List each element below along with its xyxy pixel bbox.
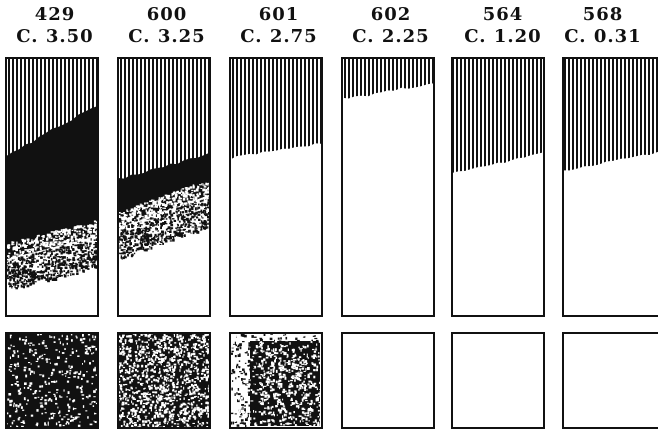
lower-box-outline [451,332,545,429]
column-number: 564 [482,4,524,25]
column-number: 568 [582,4,624,25]
column-code: C. 2.25 [352,26,430,47]
lower-box-568 [562,332,658,429]
striped-supernatant [118,58,210,179]
lower-box-602 [341,332,435,429]
tube-600 [117,57,211,317]
lower-box-429 [5,332,99,429]
lower-box-outline [229,332,323,429]
column-label-568: 568 C. 0.31 [548,4,658,48]
tube-429 [5,57,99,317]
column-number: 601 [258,4,300,25]
column-label-602: 602 C. 2.25 [336,4,446,48]
tube-568 [562,57,658,317]
column-label-429: 429 C. 3.50 [0,4,110,48]
lower-box-outline [341,332,435,429]
lower-box-outline [562,332,658,429]
lower-box-600 [117,332,211,429]
sediment-speckle-fringe [118,179,210,260]
tube-outline [562,57,658,317]
tube-601 [229,57,323,317]
column-label-600: 600 C. 3.25 [112,4,222,48]
column-code: C. 1.20 [464,26,542,47]
lower-box-601 [229,332,323,429]
tube-outline [451,57,545,317]
tube-outline [5,57,99,317]
tube-602 [341,57,435,317]
tube-outline [229,57,323,317]
column-code: C. 3.25 [128,26,206,47]
sediment-speckle-fringe [6,220,98,290]
lower-box-outline [5,332,99,429]
striped-supernatant [563,58,658,171]
column-number: 602 [370,4,412,25]
lower-box-564 [451,332,545,429]
lower-box-outline [117,332,211,429]
column-label-601: 601 C. 2.75 [224,4,334,48]
column-number: 600 [146,4,188,25]
column-code: C. 0.31 [564,26,642,47]
tube-564 [451,57,545,317]
column-code: C. 2.75 [240,26,318,47]
striped-supernatant [342,58,434,99]
striped-supernatant [6,58,98,157]
column-code: C. 3.50 [16,26,94,47]
striped-supernatant [230,58,322,160]
column-number: 429 [34,4,76,25]
striped-supernatant [452,58,544,173]
tube-outline [117,57,211,317]
tube-outline [341,57,435,317]
column-label-564: 564 C. 1.20 [448,4,558,48]
